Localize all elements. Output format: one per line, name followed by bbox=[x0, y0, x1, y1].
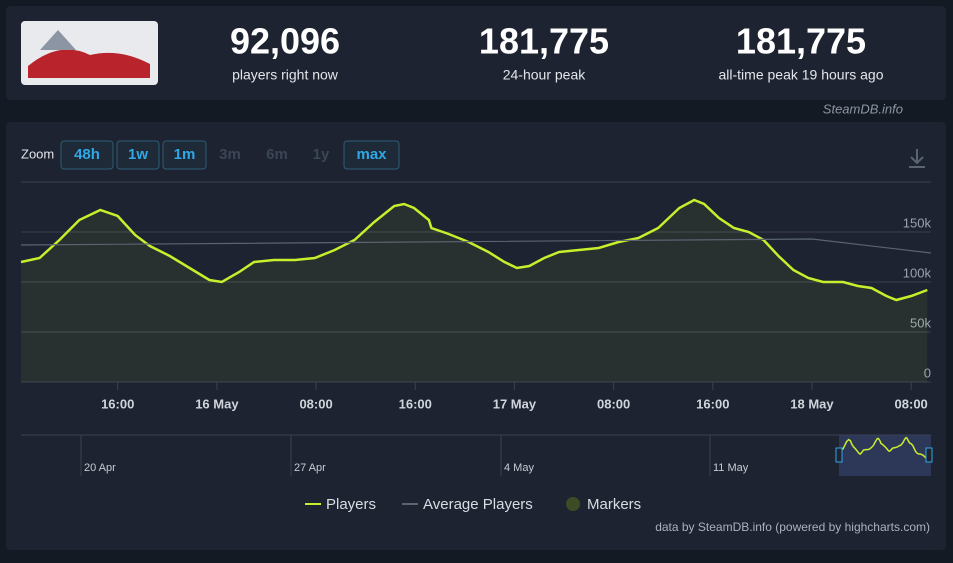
navigator-handle[interactable] bbox=[925, 447, 933, 463]
y-tick-label: 150k bbox=[903, 215, 932, 230]
legend-marker[interactable] bbox=[566, 497, 580, 511]
stats-panel bbox=[6, 6, 946, 100]
game-thumbnail bbox=[21, 21, 158, 85]
average-line bbox=[20, 238, 932, 254]
credit: data by SteamDB.info (powered by highcha… bbox=[655, 520, 930, 534]
zoom-button-text: 3m bbox=[219, 146, 241, 163]
stat-label: all-time peak 19 hours ago bbox=[719, 67, 884, 83]
stat-value: 181,775 bbox=[479, 21, 609, 62]
legend-label[interactable]: Players bbox=[326, 496, 376, 513]
chart-panel bbox=[6, 122, 946, 550]
navigator-label: 27 Apr bbox=[294, 462, 326, 474]
players-line bbox=[20, 198, 928, 302]
navigator-label: 20 Apr bbox=[84, 462, 116, 474]
zoom-label: Zoom bbox=[21, 146, 54, 161]
x-tick-label: 16:00 bbox=[696, 396, 729, 411]
navigator-handle[interactable] bbox=[835, 447, 843, 463]
zoom-button-text[interactable]: 1w bbox=[128, 146, 148, 163]
y-tick-label: 100k bbox=[903, 265, 932, 280]
download-icon[interactable] bbox=[909, 149, 925, 168]
navigator-window[interactable] bbox=[839, 435, 931, 476]
legend-label[interactable]: Average Players bbox=[423, 496, 533, 513]
x-tick-label: 08:00 bbox=[597, 396, 630, 411]
x-tick-label: 08:00 bbox=[299, 396, 332, 411]
x-tick-label: 16:00 bbox=[399, 396, 432, 411]
zoom-button-text[interactable]: 1m bbox=[174, 146, 196, 163]
y-tick-label: 0 bbox=[924, 365, 931, 380]
y-tick-label: 50k bbox=[910, 315, 931, 330]
x-tick-label: 18 May bbox=[790, 396, 834, 411]
zoom-button[interactable] bbox=[116, 140, 160, 170]
x-tick-label: 16 May bbox=[195, 396, 239, 411]
navigator-label: 11 May bbox=[713, 462, 749, 474]
zoom-button[interactable] bbox=[60, 140, 114, 170]
zoom-button-text: 6m bbox=[266, 146, 288, 163]
x-tick-label: 08:00 bbox=[895, 396, 928, 411]
stat-label: 24-hour peak bbox=[503, 67, 587, 83]
stat-value: 181,775 bbox=[736, 21, 866, 62]
zoom-button-text[interactable]: max bbox=[356, 146, 387, 163]
stat-value: 92,096 bbox=[230, 21, 340, 62]
zoom-button-text: 1y bbox=[313, 146, 330, 163]
stat-label: players right now bbox=[232, 67, 339, 83]
navigator-line bbox=[840, 436, 930, 459]
x-tick-label: 16:00 bbox=[101, 396, 134, 411]
legend-label[interactable]: Markers bbox=[587, 496, 641, 513]
zoom-button[interactable] bbox=[162, 140, 207, 170]
navigator-label: 4 May bbox=[504, 462, 534, 474]
players-area bbox=[21, 200, 928, 382]
zoom-button-text[interactable]: 48h bbox=[74, 146, 100, 163]
site-label: SteamDB.info bbox=[823, 101, 903, 116]
x-tick-label: 17 May bbox=[493, 396, 537, 411]
zoom-button[interactable] bbox=[343, 140, 400, 170]
